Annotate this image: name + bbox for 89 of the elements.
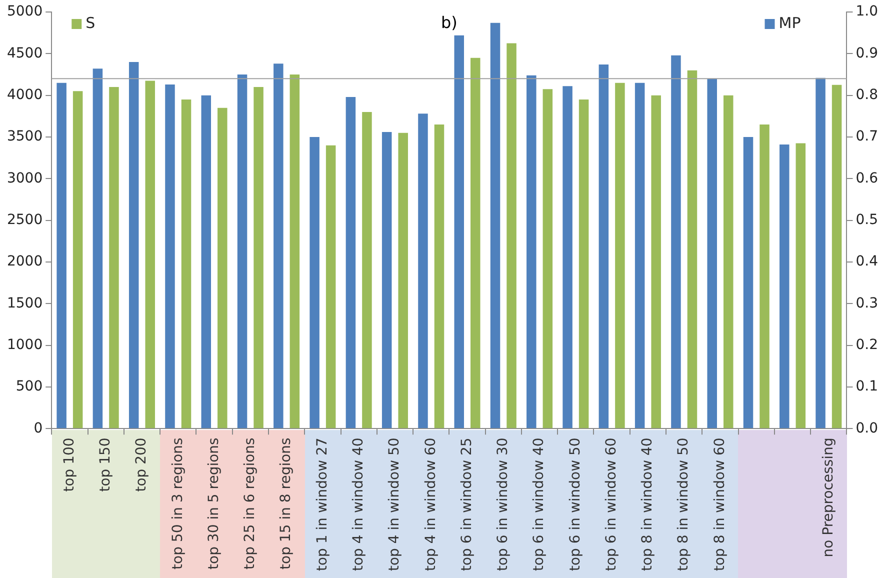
y2-tick-label: 0.1 <box>856 378 878 395</box>
bar <box>723 95 734 428</box>
bar <box>218 108 228 428</box>
y2-tick-label: 0.0 <box>856 420 878 436</box>
y-tick-label: 2000 <box>6 254 43 270</box>
bar <box>237 74 248 428</box>
y2-tick-label: 0.2 <box>856 336 878 353</box>
bar <box>109 87 119 428</box>
bar <box>780 144 790 428</box>
bar <box>671 55 681 428</box>
y-tick-label: 4500 <box>6 45 43 62</box>
legend-label: MP <box>778 14 801 32</box>
chart-title: b) <box>440 13 458 32</box>
x-tick-label: top 4 in window 40 <box>350 438 366 571</box>
y-tick-label: 2500 <box>6 212 43 228</box>
y-tick-label: 1000 <box>6 336 43 353</box>
y2-tick-label: 0.3 <box>856 295 878 312</box>
bar <box>398 132 408 428</box>
x-tick-label: top 200 <box>134 438 150 492</box>
bar <box>274 64 284 428</box>
y2-tick-label: 0.8 <box>856 86 878 103</box>
x-tick-label: top 100 <box>61 438 78 492</box>
x-tick-label: top 50 in 3 regions <box>170 438 186 570</box>
bar <box>454 35 464 428</box>
bar <box>310 137 320 428</box>
x-tick-label: top 8 in window 60 <box>712 438 728 571</box>
y-tick-label: 500 <box>16 378 43 395</box>
bar <box>92 68 103 428</box>
bar <box>434 124 444 428</box>
bar <box>254 87 264 428</box>
y-tick-label: 3000 <box>6 170 43 186</box>
x-tick-label: top 6 in window 30 <box>495 438 512 571</box>
y-tick-label: 4000 <box>6 86 43 103</box>
bar <box>346 97 356 428</box>
bar <box>145 80 155 428</box>
x-tick-label: top 150 <box>97 438 114 492</box>
x-tick-label: top 1 in window 27 <box>314 438 330 571</box>
bar <box>526 75 536 428</box>
y-tick-label: 5000 <box>6 4 43 20</box>
bar <box>816 78 826 428</box>
bar <box>634 82 645 428</box>
bar <box>832 84 842 428</box>
x-tick-label: top 4 in window 60 <box>422 438 439 571</box>
y-tick-label: 3500 <box>6 128 43 145</box>
bar <box>578 100 589 428</box>
bar <box>743 137 754 428</box>
x-tick-label: top 6 in window 50 <box>567 438 584 571</box>
y-tick-label: 0 <box>34 420 43 436</box>
bar <box>562 86 572 428</box>
bar <box>707 78 717 428</box>
bar <box>598 64 609 428</box>
bar <box>362 112 372 428</box>
bar <box>290 74 300 428</box>
bar <box>615 82 625 428</box>
bar <box>796 143 806 428</box>
bar <box>506 43 516 428</box>
y2-tick-label: 1.0 <box>856 4 878 20</box>
x-tick-label: top 6 in window 60 <box>603 438 620 571</box>
x-tick-label: no Preprocessing <box>820 438 836 558</box>
bar <box>651 95 661 428</box>
y2-tick-label: 0.9 <box>856 45 878 62</box>
y2-tick-label: 0.6 <box>856 170 878 186</box>
bar <box>382 132 392 428</box>
bar <box>490 22 500 428</box>
x-tick-label: top 6 in window 40 <box>531 438 548 571</box>
bar <box>56 82 66 428</box>
bar <box>470 58 480 428</box>
y2-tick-label: 0.4 <box>856 254 878 270</box>
y2-tick-label: 0.7 <box>856 128 878 145</box>
x-tick-label: top 8 in window 40 <box>640 438 656 571</box>
y2-tick-label: 0.5 <box>856 212 878 228</box>
bar <box>128 62 139 428</box>
x-tick-label: top 6 in window 25 <box>458 438 475 571</box>
x-tick-label: top 4 in window 50 <box>386 438 403 571</box>
bar <box>687 70 698 428</box>
bar <box>542 89 553 428</box>
x-tick-label: top 15 in 8 regions <box>278 438 294 570</box>
x-tick-label: top 30 in 5 regions <box>206 438 222 570</box>
bar <box>201 95 212 428</box>
bar <box>326 145 336 428</box>
x-tick-label: top 8 in window 50 <box>676 438 692 571</box>
y-tick-label: 1500 <box>6 295 43 312</box>
bar <box>165 84 175 428</box>
bar <box>418 114 428 428</box>
bar <box>760 124 770 428</box>
legend-label: S <box>86 14 96 32</box>
bar <box>181 100 192 428</box>
bar <box>72 91 83 428</box>
x-tick-label: top 25 in 6 regions <box>242 438 258 570</box>
